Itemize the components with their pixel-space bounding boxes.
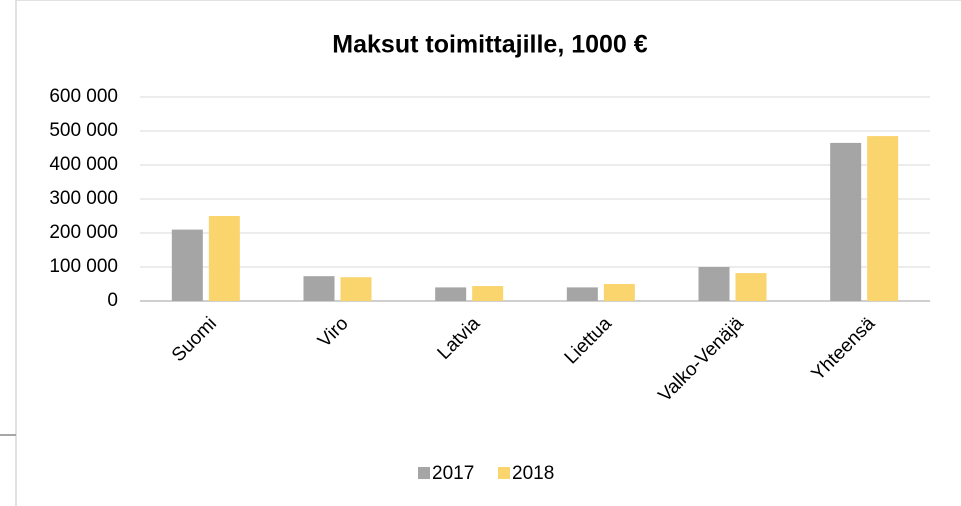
bar [208,216,240,301]
bar [435,287,467,301]
legend-label: 2018 [512,463,554,484]
bar [566,287,598,301]
legend-swatch [418,467,430,479]
y-tick-label: 200 000 [49,222,118,243]
bar [603,284,635,301]
bar [472,286,504,301]
bar [735,273,767,301]
y-tick-label: 300 000 [49,188,118,209]
bar [830,142,862,301]
y-tick-label: 600 000 [49,86,118,107]
y-tick-label: 500 000 [49,120,118,141]
chart-title: Maksut toimittajille, 1000 € [332,31,647,59]
bar [867,136,899,301]
y-tick-label: 0 [107,290,118,311]
legend-label: 2017 [432,463,474,484]
bar [171,229,203,301]
bar [303,276,335,301]
y-tick-label: 100 000 [49,256,118,277]
legend-swatch [498,467,510,479]
y-tick-label: 400 000 [49,154,118,175]
bar [340,277,372,301]
chart-frame [15,0,961,506]
bar [698,267,730,301]
